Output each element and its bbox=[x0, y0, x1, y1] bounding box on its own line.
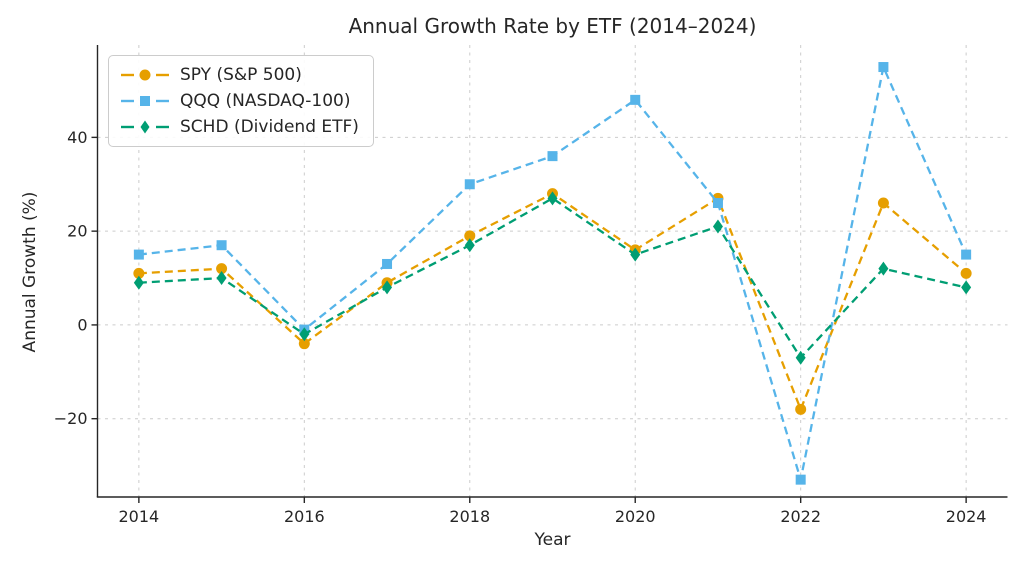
x-axis: 2014 2016 2018 2020 2022 2024 bbox=[119, 497, 987, 526]
legend-item-qqq: QQQ (NASDAQ-100) bbox=[120, 88, 359, 114]
chart-title: Annual Growth Rate by ETF (2014–2024) bbox=[348, 14, 757, 38]
legend-marker-circle-icon bbox=[121, 69, 169, 81]
data-point bbox=[298, 338, 310, 350]
data-point bbox=[382, 280, 393, 295]
data-point bbox=[133, 267, 145, 279]
data-point bbox=[547, 151, 558, 162]
data-point bbox=[712, 198, 723, 209]
series-line bbox=[138, 192, 967, 413]
data-point bbox=[878, 62, 889, 73]
data-point bbox=[712, 219, 723, 234]
data-point bbox=[878, 261, 889, 276]
data-point bbox=[133, 275, 144, 290]
data-point bbox=[795, 403, 807, 415]
data-point bbox=[382, 258, 393, 269]
axes-spines bbox=[96, 45, 1008, 498]
legend-marker-square-icon bbox=[121, 96, 169, 106]
x-axis-label: Year bbox=[534, 530, 571, 550]
x-tick-label: 2022 bbox=[780, 507, 821, 526]
data-point bbox=[960, 267, 972, 279]
x-tick-label: 2014 bbox=[119, 507, 160, 526]
data-point bbox=[133, 249, 144, 260]
legend-label: QQQ (NASDAQ-100) bbox=[180, 91, 351, 111]
legend: SPY (S&P 500) QQQ (NASDAQ-100) SCHD (Div… bbox=[108, 55, 374, 147]
data-point bbox=[877, 197, 889, 209]
series-schd bbox=[133, 191, 972, 365]
legend-item-schd: SCHD (Dividend ETF) bbox=[120, 114, 359, 140]
x-tick-label: 2016 bbox=[284, 507, 325, 526]
data-point bbox=[961, 249, 972, 260]
y-tick-label: 20 bbox=[67, 222, 87, 241]
series-qqq bbox=[133, 62, 972, 485]
data-point bbox=[299, 327, 310, 342]
data-point bbox=[216, 240, 227, 251]
legend-marker-diamond-icon bbox=[121, 120, 169, 134]
data-point bbox=[961, 280, 972, 295]
legend-item-spy: SPY (S&P 500) bbox=[120, 62, 359, 88]
x-tick-label: 2024 bbox=[946, 507, 987, 526]
data-point bbox=[216, 263, 228, 275]
series-line bbox=[138, 196, 967, 360]
x-tick-label: 2020 bbox=[615, 507, 656, 526]
data-point bbox=[795, 474, 806, 485]
y-axis-label: Annual Growth (%) bbox=[20, 191, 40, 353]
x-tick-label: 2018 bbox=[449, 507, 490, 526]
y-tick-label: 40 bbox=[67, 128, 87, 147]
data-point bbox=[464, 230, 476, 242]
legend-label: SPY (S&P 500) bbox=[180, 65, 302, 85]
data-point bbox=[630, 247, 641, 262]
series-spy bbox=[133, 188, 972, 415]
data-point bbox=[630, 94, 641, 105]
y-tick-label: −20 bbox=[54, 409, 88, 428]
y-tick-label: 0 bbox=[77, 315, 87, 334]
data-point bbox=[795, 350, 806, 365]
data-point bbox=[216, 271, 227, 286]
data-point bbox=[547, 191, 558, 206]
data-point bbox=[464, 179, 475, 190]
y-axis: −20 0 20 40 bbox=[54, 128, 98, 428]
data-point bbox=[464, 238, 475, 253]
legend-label: SCHD (Dividend ETF) bbox=[180, 117, 359, 137]
